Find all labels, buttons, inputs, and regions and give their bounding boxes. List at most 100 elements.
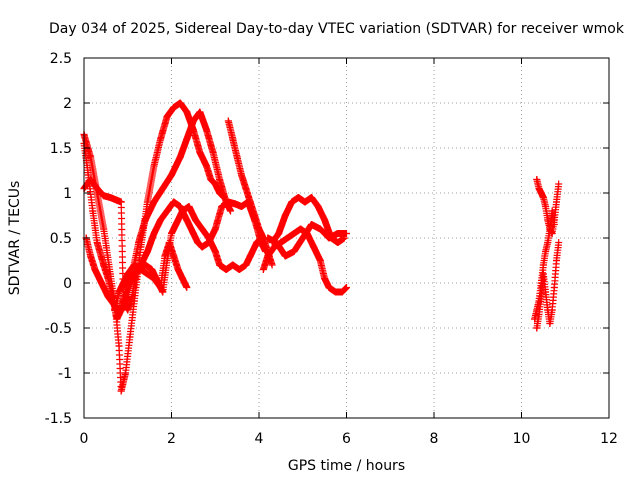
y-tick-label: -1.5 — [45, 411, 72, 427]
data-point — [253, 239, 261, 246]
data-point — [93, 185, 101, 192]
data-point — [159, 185, 167, 192]
data-point — [555, 180, 563, 188]
data-point — [205, 234, 213, 242]
data-point — [198, 243, 206, 251]
data-point — [93, 239, 101, 246]
data-point — [255, 225, 263, 233]
data-point — [548, 207, 556, 215]
data-point — [183, 216, 191, 224]
data-point — [338, 288, 346, 296]
data-point — [268, 261, 276, 269]
series-track-5 — [111, 239, 191, 314]
data-point — [183, 108, 191, 116]
data-point — [301, 198, 309, 206]
data-point — [283, 234, 291, 242]
data-point — [281, 252, 289, 260]
data-point — [119, 279, 127, 287]
data-point — [242, 261, 250, 269]
x-tick-label: 0 — [80, 431, 89, 447]
data-point — [100, 192, 108, 200]
data-point — [542, 203, 550, 210]
data-point — [340, 234, 348, 242]
data-point — [246, 252, 254, 260]
data-point — [168, 230, 175, 237]
data-point — [176, 153, 184, 161]
data-point — [231, 200, 239, 208]
data-point — [113, 315, 121, 323]
data-point — [122, 369, 130, 377]
data-point — [316, 225, 324, 233]
data-point — [183, 284, 191, 291]
data-point — [242, 185, 250, 192]
y-tick-label: 0 — [63, 276, 72, 292]
data-point — [111, 306, 119, 314]
data-point — [170, 104, 178, 111]
data-point — [553, 257, 560, 264]
data-point — [124, 270, 132, 278]
data-point — [87, 153, 95, 161]
data-point — [327, 234, 335, 242]
data-point — [150, 162, 158, 170]
data-point — [209, 149, 217, 156]
data-point — [104, 275, 112, 282]
data-point — [115, 311, 123, 318]
data-point — [537, 189, 545, 197]
data-point — [141, 216, 149, 224]
data-point — [211, 225, 219, 233]
data-layer — [80, 99, 563, 395]
data-point — [224, 198, 232, 206]
data-point — [159, 288, 167, 296]
x-tick-label: 12 — [600, 431, 618, 447]
data-point — [157, 284, 165, 291]
tick-layer: 0 2 4 6 8 10 12 -1.5 -1 -0.5 0 0.5 1 1.5 2 2.5 — [45, 51, 618, 447]
y-tick-label: 1.5 — [50, 141, 72, 157]
data-point — [106, 194, 114, 201]
data-point — [535, 185, 543, 192]
data-point — [170, 198, 178, 206]
data-point — [172, 221, 180, 228]
data-point — [117, 387, 125, 395]
series-track-9 — [268, 194, 348, 246]
data-point — [165, 239, 173, 246]
data-point — [163, 207, 171, 215]
y-tick-label: 0.5 — [50, 231, 72, 247]
y-tick-label: 2 — [63, 96, 72, 112]
data-point — [310, 243, 318, 251]
data-point — [555, 239, 563, 246]
data-point — [314, 203, 322, 210]
data-point — [87, 176, 95, 183]
y-axis-label: SDTVAR / TECUs — [7, 181, 23, 296]
data-point — [143, 248, 151, 255]
data-point — [148, 266, 156, 273]
data-point — [100, 225, 108, 233]
data-point — [539, 261, 547, 269]
data-point — [535, 311, 543, 318]
data-point — [542, 248, 550, 255]
data-point — [168, 171, 175, 179]
data-point — [281, 212, 289, 219]
data-point — [316, 257, 324, 264]
data-point — [87, 252, 95, 260]
x-tick-label: 2 — [167, 431, 176, 447]
data-point — [130, 261, 138, 269]
data-point — [141, 261, 149, 269]
data-point — [150, 230, 158, 237]
data-point — [115, 342, 123, 350]
data-point — [124, 284, 132, 291]
data-point — [325, 284, 333, 291]
data-point — [548, 306, 556, 314]
data-point — [238, 171, 245, 179]
data-point — [89, 207, 97, 215]
data-point — [137, 266, 145, 273]
y-tick-label: -1 — [58, 366, 72, 382]
data-point — [537, 293, 545, 300]
data-point — [143, 270, 151, 278]
data-point — [157, 135, 165, 143]
x-tick-label: 4 — [255, 431, 264, 447]
data-point — [290, 248, 298, 255]
data-point — [227, 207, 235, 215]
data-point — [189, 230, 197, 237]
